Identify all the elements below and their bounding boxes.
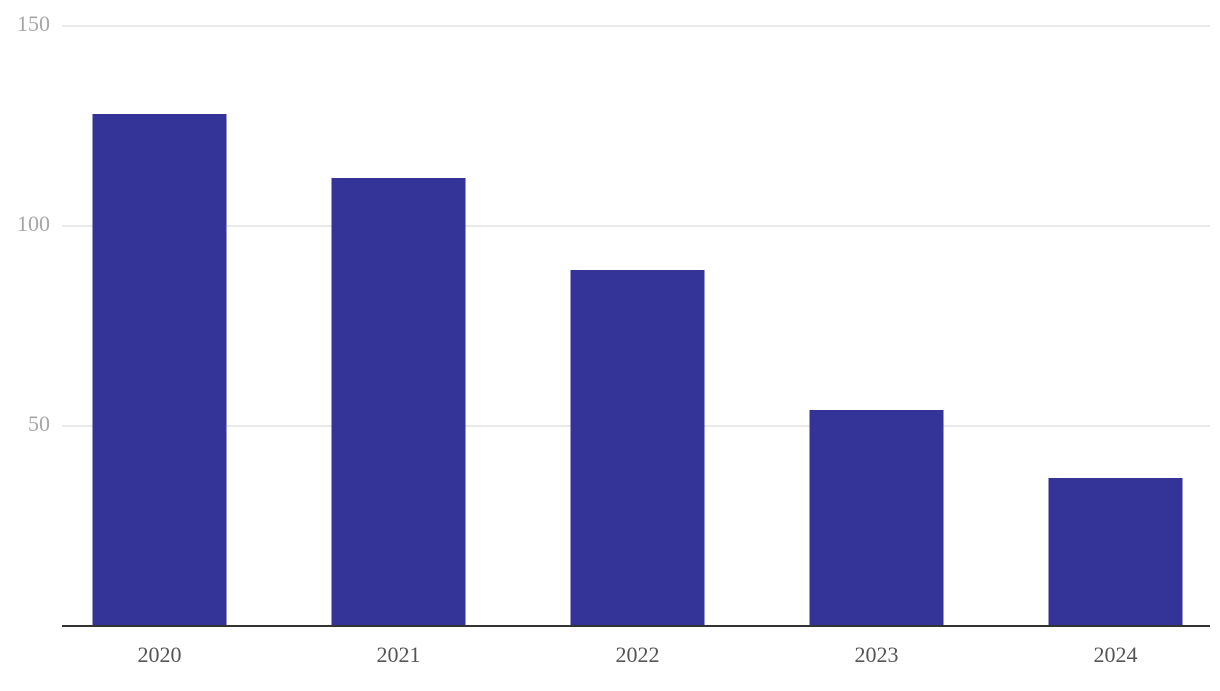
x-tick-label: 2021	[377, 642, 421, 667]
x-tick-label: 2023	[855, 642, 899, 667]
x-tick-label: 2020	[138, 642, 182, 667]
x-tick-label: 2022	[616, 642, 660, 667]
y-tick-label: 100	[17, 211, 50, 236]
x-tick-label: 2024	[1094, 642, 1138, 667]
bar	[570, 270, 705, 626]
bar	[1048, 478, 1183, 626]
bar	[92, 114, 227, 626]
bar	[331, 178, 466, 626]
y-tick-label: 150	[17, 11, 50, 36]
y-tick-label: 50	[28, 411, 50, 436]
bar	[809, 410, 944, 626]
